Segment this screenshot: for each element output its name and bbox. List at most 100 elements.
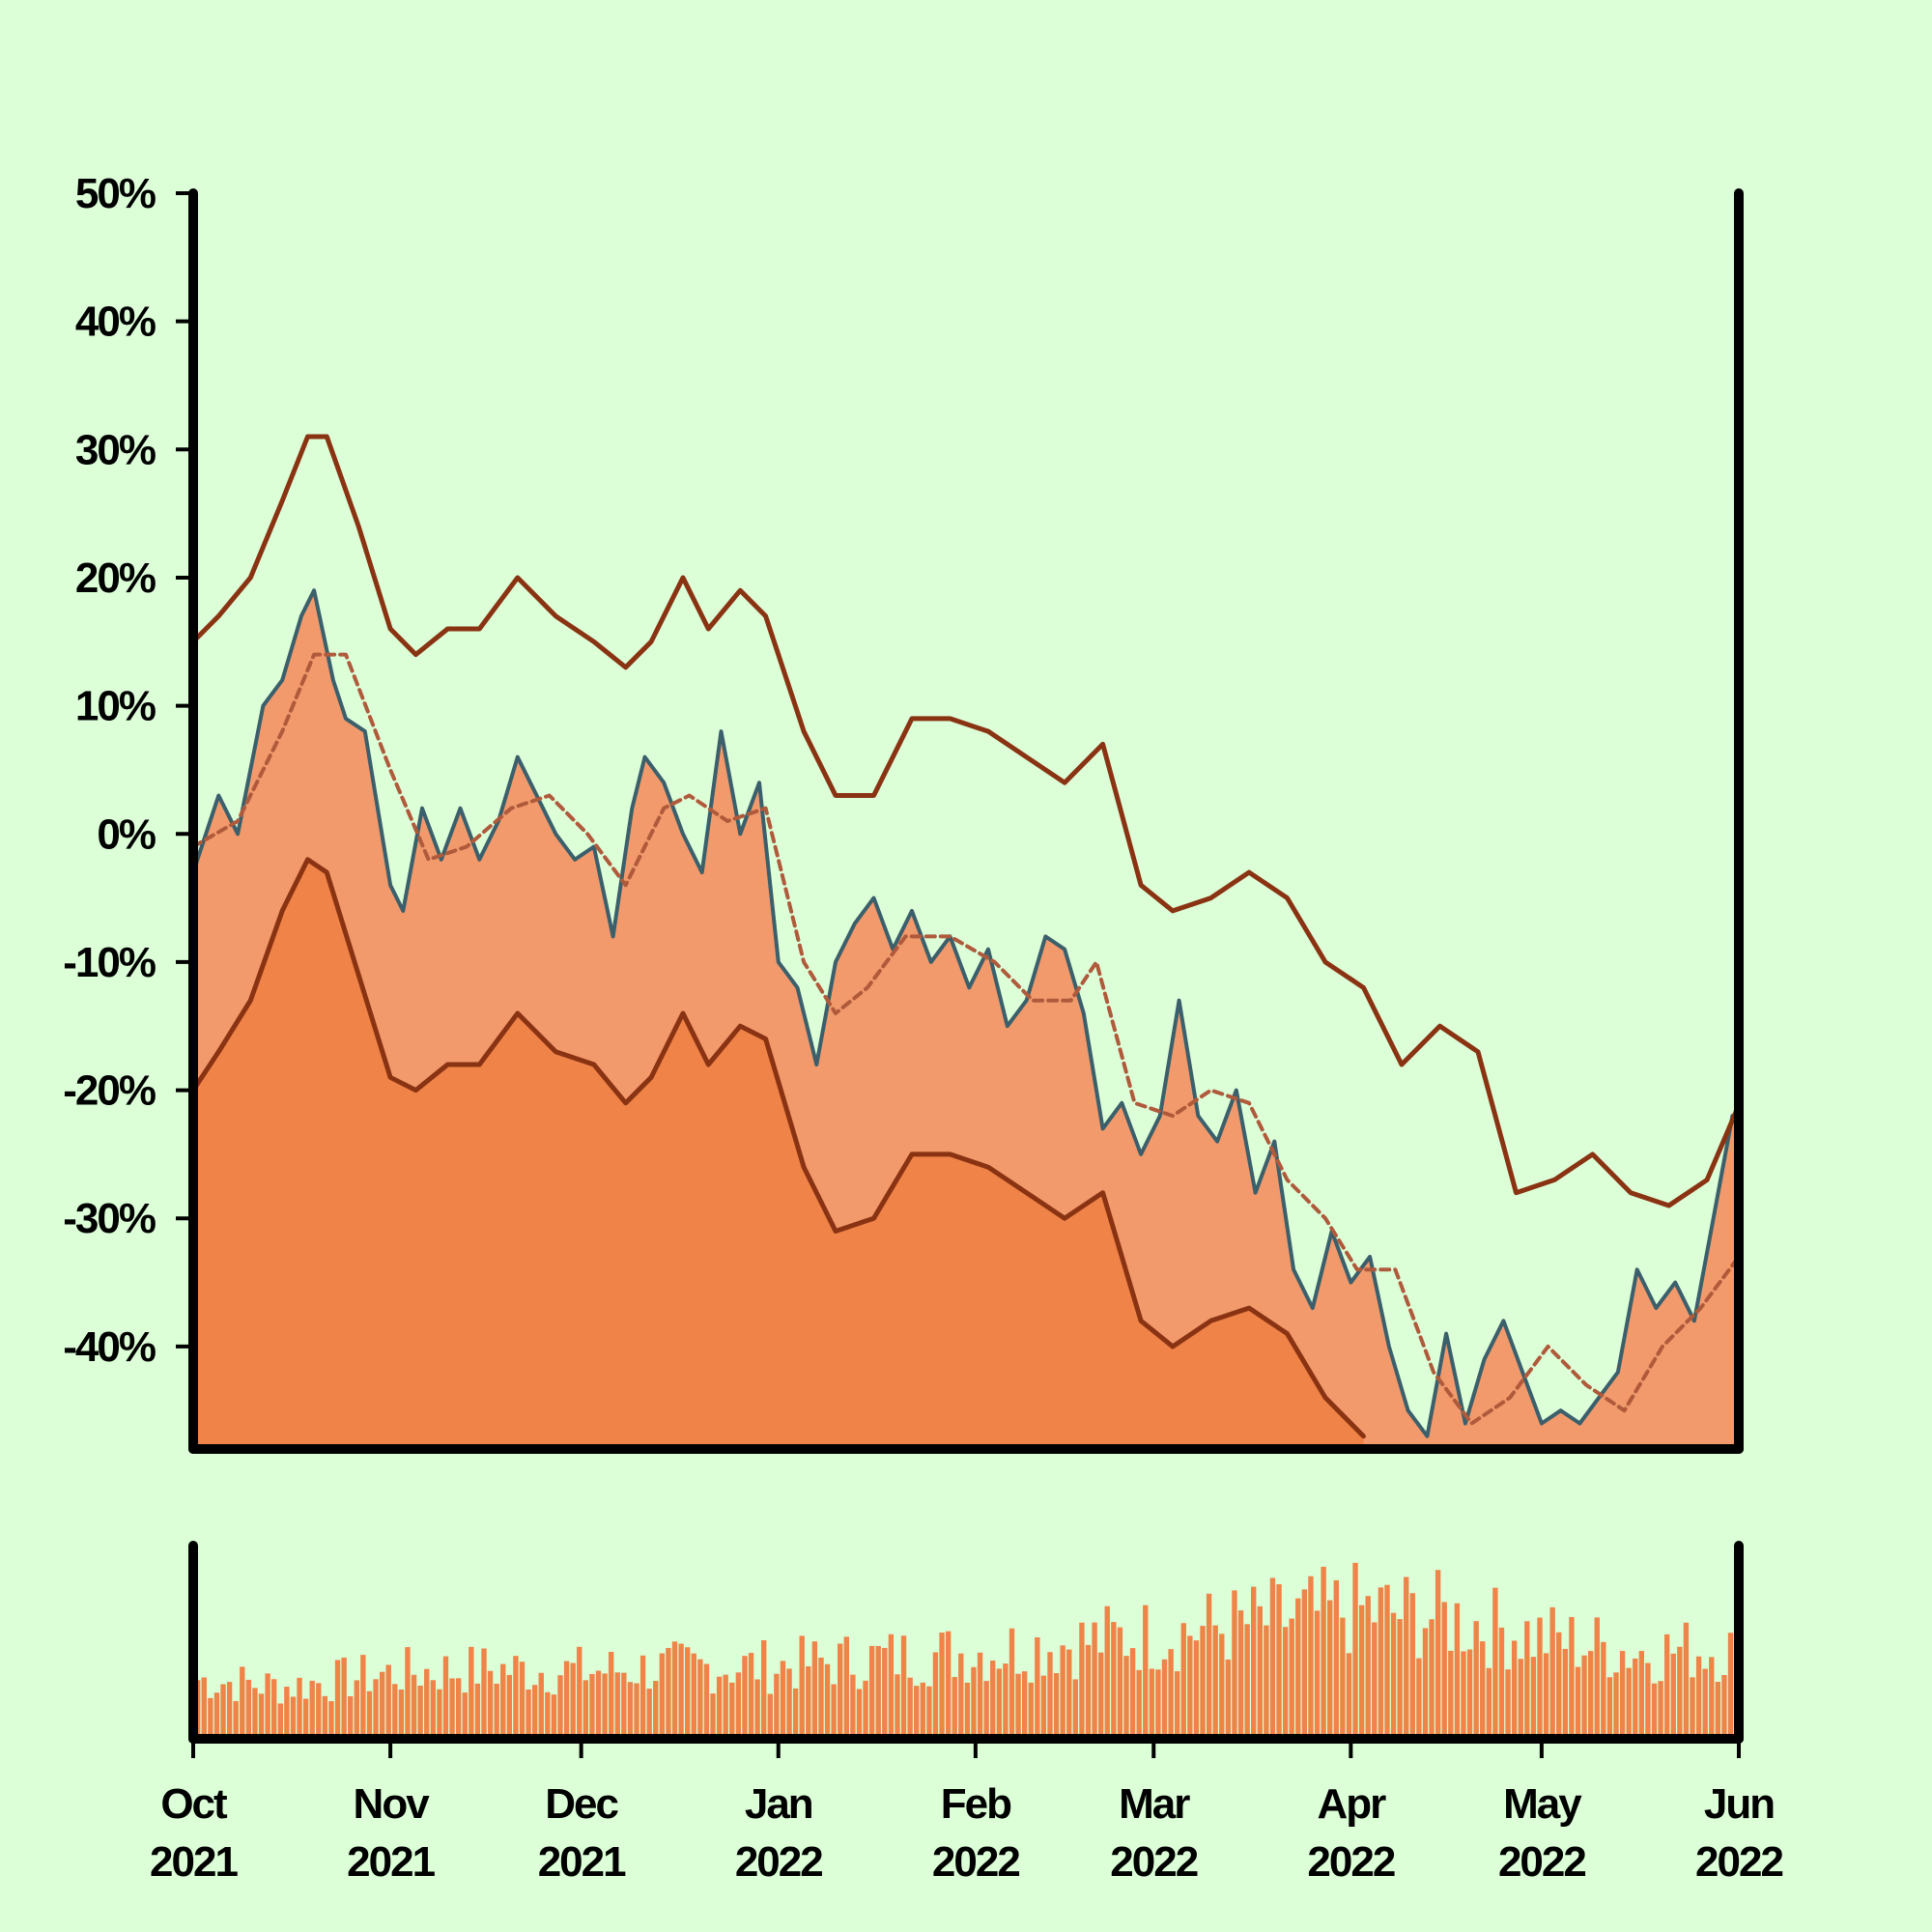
- x-tick-label-month: Nov: [354, 1780, 431, 1828]
- volume-bar: [914, 1686, 920, 1739]
- volume-bar: [506, 1674, 513, 1739]
- volume-bar: [1511, 1640, 1518, 1739]
- volume-bar: [213, 1692, 220, 1739]
- volume-bar: [1129, 1648, 1136, 1739]
- volume-bar: [685, 1647, 691, 1739]
- volume-bar: [1594, 1617, 1600, 1739]
- volume-bar: [1429, 1619, 1435, 1739]
- volume-bar: [1556, 1632, 1562, 1739]
- volume-bar: [1601, 1641, 1606, 1739]
- volume-bar: [767, 1693, 773, 1739]
- volume-bar: [1587, 1651, 1594, 1739]
- volume-bar: [290, 1696, 297, 1739]
- volume-bar: [977, 1652, 983, 1739]
- volume-bar: [621, 1672, 627, 1739]
- volume-bar: [1695, 1656, 1702, 1739]
- volume-bar: [1321, 1566, 1326, 1739]
- volume-bar: [1613, 1672, 1619, 1739]
- volume-bar: [1498, 1627, 1505, 1739]
- volume-bar: [1232, 1590, 1237, 1739]
- volume-bar: [1480, 1641, 1486, 1739]
- y-tick-label: -20%: [63, 1067, 156, 1115]
- volume-bar: [1040, 1675, 1047, 1739]
- x-tick-label-month: Apr: [1317, 1780, 1386, 1828]
- volume-bar: [1237, 1610, 1244, 1739]
- volume-bar: [1072, 1679, 1079, 1739]
- volume-bar: [1092, 1622, 1097, 1739]
- volume-bar: [348, 1695, 354, 1739]
- volume-bar: [875, 1645, 881, 1739]
- volume-bar: [1543, 1653, 1549, 1739]
- volume-bar: [971, 1666, 977, 1739]
- volume-bar: [513, 1656, 519, 1739]
- volume-bar: [1340, 1617, 1346, 1739]
- volume-bar: [838, 1643, 843, 1739]
- volume-bar: [1606, 1677, 1613, 1739]
- volume-bar: [557, 1675, 563, 1739]
- volume-bar: [774, 1673, 780, 1739]
- volume-bar: [316, 1683, 322, 1739]
- y-tick-label: -10%: [63, 939, 156, 986]
- volume-bar: [602, 1673, 608, 1739]
- volume-bar: [1021, 1671, 1028, 1739]
- volume-bar: [226, 1682, 233, 1739]
- volume-bar: [1505, 1669, 1511, 1739]
- volume-bar: [614, 1672, 620, 1739]
- volume-bar: [958, 1653, 964, 1739]
- volume-bar: [1352, 1562, 1358, 1739]
- volume-bar: [1060, 1645, 1065, 1739]
- volume-bar: [233, 1700, 239, 1739]
- volume-bar: [1212, 1625, 1218, 1739]
- volume-bar: [1715, 1682, 1721, 1739]
- volume-bar: [1143, 1605, 1149, 1739]
- volume-bar: [926, 1686, 932, 1739]
- volume-bar: [366, 1690, 373, 1739]
- volume-bar: [487, 1670, 494, 1739]
- series-line-upper-band-2: [193, 434, 1739, 1208]
- volume-bar: [1709, 1657, 1715, 1739]
- volume-bar: [1244, 1624, 1250, 1739]
- volume-bar: [831, 1684, 837, 1739]
- volume-bar: [671, 1641, 678, 1739]
- volume-bar: [411, 1674, 417, 1739]
- volume-bar: [1524, 1621, 1530, 1739]
- volume-bar: [1066, 1649, 1072, 1739]
- volume-bar: [1702, 1668, 1708, 1739]
- volume-bar: [952, 1677, 957, 1739]
- volume-bar: [634, 1683, 639, 1739]
- volume-bar: [1619, 1651, 1626, 1739]
- volume-bar: [1651, 1683, 1658, 1739]
- volume-bar: [703, 1663, 710, 1739]
- volume-bar: [1111, 1622, 1117, 1739]
- volume-bar: [678, 1643, 684, 1739]
- volume-bar: [1365, 1596, 1371, 1739]
- volume-bar: [1314, 1610, 1321, 1739]
- volume-bar: [900, 1635, 907, 1739]
- x-tick-label-year: 2022: [1110, 1838, 1197, 1886]
- volume-bar: [265, 1673, 270, 1739]
- volume-bar: [723, 1674, 728, 1739]
- volume-bar: [1575, 1666, 1581, 1739]
- y-tick-label: 30%: [75, 426, 156, 473]
- volume-bar: [1264, 1625, 1269, 1739]
- volume-bar: [1003, 1663, 1009, 1739]
- volume-bar: [1174, 1671, 1180, 1739]
- volume-bar: [1251, 1586, 1257, 1739]
- volume-bar: [1085, 1644, 1092, 1739]
- volume-bar: [500, 1663, 506, 1739]
- volume-bar: [1257, 1605, 1263, 1739]
- y-tick-label: -30%: [63, 1195, 156, 1242]
- volume-bar: [653, 1681, 659, 1739]
- volume-bar: [761, 1639, 767, 1739]
- volume-bar: [1161, 1659, 1168, 1739]
- volume-bar: [1149, 1668, 1155, 1739]
- volume-bar: [570, 1662, 576, 1739]
- volume-bar: [481, 1648, 487, 1739]
- volume-bar: [1378, 1587, 1384, 1739]
- series-line-moving-average-1: [193, 652, 1739, 1426]
- x-tick-label-year: 2022: [932, 1838, 1019, 1886]
- volume-bar: [964, 1682, 971, 1739]
- series-line-lower-band-4: [1790, 1308, 1932, 1449]
- y-tick-label: -40%: [63, 1323, 156, 1371]
- volume-bar: [1727, 1633, 1734, 1739]
